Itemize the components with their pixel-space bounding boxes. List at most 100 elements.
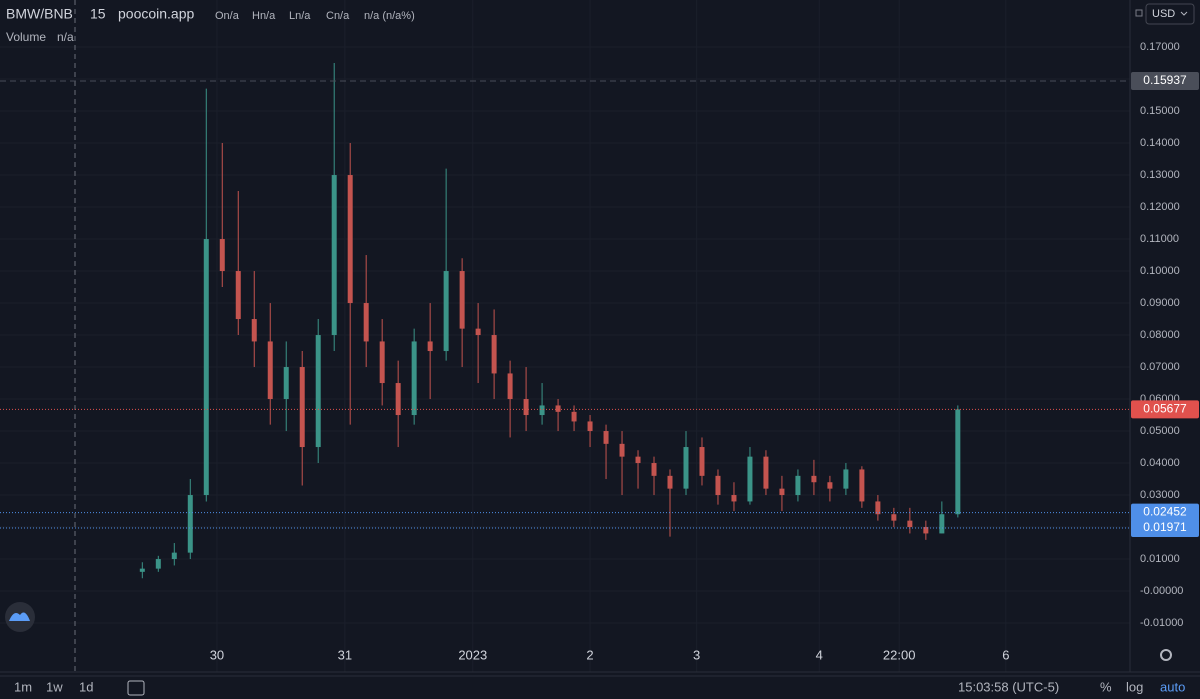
candle-body	[907, 520, 913, 528]
grid	[0, 0, 1130, 672]
volume-label: Volume	[6, 30, 46, 44]
low-value: Ln/a	[289, 10, 311, 22]
candle-body	[171, 552, 177, 560]
candle-body	[315, 335, 321, 448]
date-range-button[interactable]	[127, 680, 145, 696]
candle-body	[747, 456, 753, 502]
open-value: On/a	[215, 10, 240, 22]
x-tick-label: 22:00	[883, 647, 916, 662]
x-tick-label: 2023	[458, 647, 487, 662]
candle-body	[219, 239, 225, 272]
change-value: n/a (n/a%)	[364, 10, 415, 22]
candle-body	[939, 514, 945, 534]
logo-icon	[9, 612, 30, 621]
high-value: Hn/a	[252, 10, 276, 22]
candle-body	[299, 367, 305, 448]
currency-button[interactable]	[1145, 3, 1195, 25]
candle-body	[731, 495, 737, 502]
price-label: 0.02452	[1143, 505, 1187, 519]
price-label: 0.01971	[1143, 520, 1187, 534]
candle-body	[203, 239, 209, 496]
y-tick-label: 0.14000	[1140, 137, 1180, 149]
y-tick-label: 0.03000	[1140, 489, 1180, 501]
candle-body	[411, 341, 417, 416]
candle-body	[539, 405, 545, 416]
candle-body	[715, 475, 721, 496]
log-button[interactable]: log	[1126, 679, 1143, 694]
plot	[139, 63, 961, 579]
candle-body	[155, 559, 161, 569]
candle-body	[699, 447, 705, 476]
candle-body	[651, 463, 657, 476]
candle-body	[283, 367, 289, 400]
candle-body	[619, 443, 625, 457]
range-button[interactable]: 1d	[79, 679, 93, 694]
settings-icon[interactable]	[1160, 649, 1172, 661]
y-tick-label: -0.00000	[1140, 585, 1183, 597]
y-tick-label: 0.07000	[1140, 361, 1180, 373]
y-tick-label: -0.01000	[1140, 617, 1183, 629]
candle-body	[475, 328, 481, 336]
candle-body	[523, 399, 529, 416]
y-tick-label: 0.13000	[1140, 169, 1180, 181]
volume-value: n/a	[57, 30, 74, 44]
y-tick-label: 0.01000	[1140, 553, 1180, 565]
candle-body	[187, 495, 193, 553]
price-label-box	[1131, 72, 1199, 91]
y-tick-label: 0.04000	[1140, 457, 1180, 469]
candle-body	[267, 341, 273, 400]
y-tick-label: 0.15000	[1140, 105, 1180, 117]
x-tick-label: 31	[338, 647, 352, 662]
candle-body	[459, 271, 465, 329]
price-label: 0.15937	[1143, 73, 1187, 87]
candle-body	[843, 469, 849, 489]
currency[interactable]: USD	[1152, 8, 1175, 20]
candle-body	[795, 475, 801, 496]
x-tick-label: 6	[1002, 647, 1009, 662]
candle-body	[251, 319, 257, 342]
source: poocoin.app	[118, 6, 195, 22]
y-tick-label: 0.05000	[1140, 425, 1180, 437]
dropdown-arrow	[1180, 11, 1188, 16]
candle-body	[427, 341, 433, 352]
candle-body	[395, 383, 401, 416]
candle-body	[827, 482, 833, 489]
candle-body	[587, 421, 593, 432]
candle-body	[811, 475, 817, 483]
price-label-box	[1131, 518, 1199, 537]
candle-body	[683, 447, 689, 489]
candle-body	[443, 271, 449, 352]
x-tick-label: 3	[693, 647, 700, 662]
candle-body	[139, 568, 145, 572]
candle-body	[763, 456, 769, 489]
lock-icon[interactable]	[1135, 9, 1143, 17]
price-label-box	[1131, 503, 1199, 522]
candle-body	[363, 303, 369, 342]
y-tick-label: 0.10000	[1140, 265, 1180, 277]
y-tick-label: 0.17000	[1140, 41, 1180, 53]
candle-body	[555, 405, 561, 412]
y-tick-label: 0.11000	[1140, 233, 1179, 245]
x-tick-label: 2	[586, 647, 593, 662]
axes: -0.01000-0.000000.010000.020000.030000.0…	[0, 41, 1199, 662]
price-label: 0.05677	[1143, 402, 1187, 416]
range-button[interactable]: 1w	[46, 679, 63, 694]
x-tick-label: 4	[816, 647, 823, 662]
candle-body	[235, 271, 241, 320]
range-button[interactable]: 1m	[14, 679, 32, 694]
candle-body	[859, 469, 865, 502]
candle-body	[491, 335, 497, 374]
auto-button[interactable]: auto	[1160, 679, 1185, 694]
candle-body	[955, 409, 961, 515]
y-tick-label: 0.08000	[1140, 329, 1180, 341]
candle-body	[347, 175, 353, 304]
percent-button[interactable]: %	[1100, 679, 1112, 694]
x-tick-label: 30	[210, 647, 224, 662]
candle-body	[603, 431, 609, 444]
candle-body	[779, 488, 785, 496]
price-label-box	[1131, 400, 1199, 419]
candle-body	[667, 475, 673, 489]
y-tick-label: 0.12000	[1140, 201, 1180, 213]
